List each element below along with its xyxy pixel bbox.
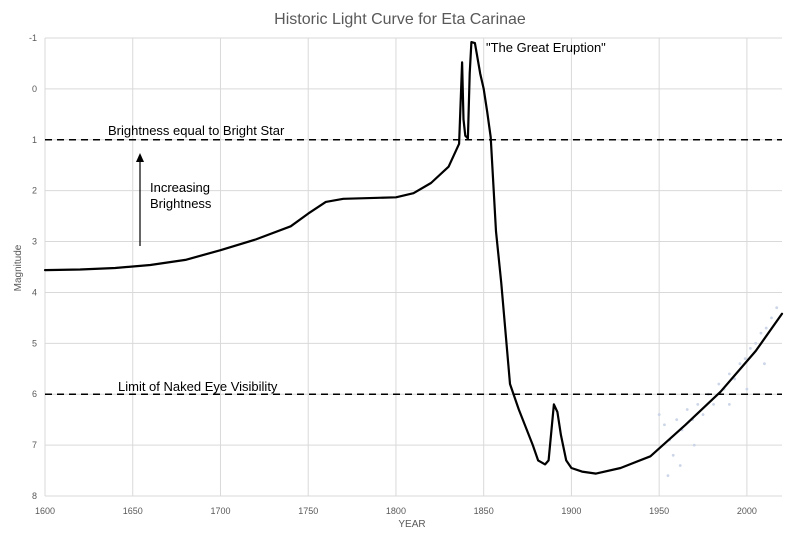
- y-tick-label: -1: [29, 33, 37, 43]
- y-tick-label: 2: [32, 186, 37, 196]
- observation-point: [675, 418, 679, 422]
- reference-lines: [45, 139, 782, 395]
- x-tick-label: 1700: [210, 506, 230, 516]
- y-tick-label: 7: [32, 440, 37, 450]
- x-tick-label: 1850: [474, 506, 494, 516]
- observation-point: [743, 357, 747, 360]
- observation-point: [666, 474, 670, 478]
- x-tick-label: 1650: [123, 506, 143, 516]
- x-axis-title: YEAR: [398, 519, 425, 530]
- x-tick-label: 1950: [649, 506, 669, 516]
- x-tick-label: 1800: [386, 506, 406, 516]
- annotation-brightness: Brightness: [150, 196, 212, 211]
- observation-point: [671, 453, 675, 457]
- annotation-great-eruption: "The Great Eruption": [486, 40, 606, 55]
- observation-point: [738, 362, 742, 366]
- observation-point: [754, 341, 758, 345]
- light-curve-line: [43, 41, 784, 475]
- tick-labels: 1600 1650 1700 1750 1800 1850 1900 1950 2000 -1 0 1…: [29, 33, 757, 516]
- x-tick-label: 1600: [35, 506, 55, 516]
- chart-title: Historic Light Curve for Eta Carinae: [274, 11, 526, 28]
- observation-point: [692, 443, 696, 447]
- y-axis-title: Magnitude: [13, 244, 24, 291]
- observation-point: [696, 403, 700, 406]
- observation-point: [663, 423, 666, 427]
- observation-point: [701, 413, 705, 416]
- x-tick-label: 2000: [737, 506, 757, 516]
- observation-point: [727, 403, 731, 406]
- series-lines: [43, 41, 784, 475]
- up-arrow-icon: [136, 153, 144, 246]
- x-tick-label: 1750: [298, 506, 318, 516]
- y-tick-label: 0: [32, 84, 37, 94]
- ref-label-naked-eye: Limit of Naked Eye Visibility: [118, 379, 278, 394]
- observation-point: [745, 387, 749, 391]
- observation-point: [712, 403, 715, 406]
- observation-points: [657, 306, 779, 478]
- observation-point: [749, 347, 752, 350]
- observation-point: [727, 372, 731, 376]
- observation-point: [775, 306, 779, 310]
- observation-point: [764, 326, 768, 330]
- y-tick-label: 5: [32, 338, 37, 348]
- y-tick-label: 8: [32, 491, 37, 501]
- observation-point: [770, 316, 773, 320]
- y-tick-label: 1: [32, 135, 37, 145]
- grid-lines: [44, 37, 782, 497]
- x-tick-label: 1900: [561, 506, 581, 516]
- y-tick-label: 3: [32, 237, 37, 247]
- observation-point: [678, 464, 682, 467]
- observation-point: [763, 362, 766, 366]
- annotation-increasing: Increasing: [150, 180, 210, 195]
- observation-point: [717, 382, 721, 386]
- observation-point: [657, 413, 661, 416]
- y-tick-label: 4: [32, 287, 37, 297]
- observation-point: [733, 377, 737, 381]
- observation-point: [685, 408, 689, 411]
- observation-point: [759, 331, 763, 335]
- y-tick-label: 6: [32, 389, 37, 399]
- ref-label-bright-star: Brightness equal to Bright Star: [108, 123, 285, 138]
